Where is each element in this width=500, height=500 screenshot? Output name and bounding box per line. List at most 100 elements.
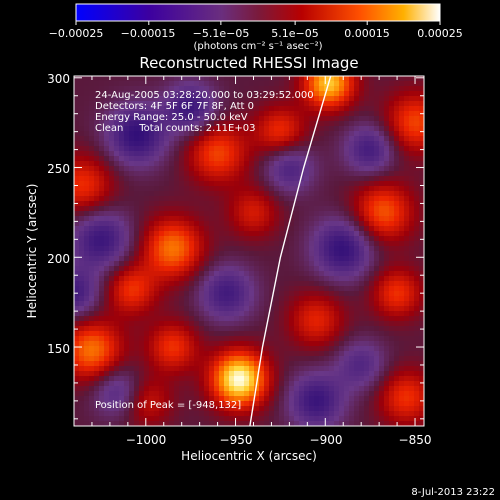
heatmap-cell [224,286,230,292]
heatmap-cell [199,146,205,152]
heatmap-cell [244,86,250,92]
heatmap-cell [364,391,370,397]
heatmap-cell [379,141,385,147]
heatmap-cell [389,296,395,302]
colorbar-tick-label-1: −0.00015 [121,27,176,40]
heatmap-cell [74,116,80,122]
heatmap-cell [359,236,365,242]
heatmap-cell [389,281,395,287]
heatmap-cell [369,221,375,227]
colorbar-tick-label-4: 0.00015 [344,27,390,40]
heatmap-cell [324,286,330,292]
heatmap-cell [154,401,160,407]
heatmap-cell [99,306,105,312]
heatmap-cell [119,361,125,367]
heatmap-cell [314,171,320,177]
heatmap-cell [409,191,415,197]
heatmap-cell [364,301,370,307]
heatmap-cell [214,286,220,292]
heatmap-cell [309,361,315,367]
heatmap-cell [249,376,255,382]
heatmap-cell [249,211,255,217]
heatmap-cell [74,396,80,402]
heatmap-cell [294,131,300,137]
heatmap-cell [164,221,170,227]
heatmap-cell [419,391,424,397]
heatmap-cell [139,106,145,112]
heatmap-cell [389,311,395,317]
heatmap-cell [124,171,130,177]
heatmap-cell [304,381,310,387]
heatmap-cell [149,126,155,132]
heatmap-cell [239,86,245,92]
heatmap-cell [104,371,110,377]
heatmap-cell [84,246,90,252]
heatmap-cell [269,361,275,367]
heatmap-cell [114,106,120,112]
heatmap-cell [109,96,115,102]
heatmap-cell [134,201,140,207]
heatmap-cell [279,226,285,232]
heatmap-cell [244,166,250,172]
heatmap-cell [264,101,270,107]
heatmap-cell [369,391,375,397]
heatmap-cell [129,196,135,202]
heatmap-cell [344,206,350,212]
heatmap-cell [409,421,415,426]
heatmap-cell [419,281,424,287]
heatmap-cell [354,176,360,182]
heatmap-cell [394,366,400,372]
heatmap-cell [404,306,410,312]
heatmap-cell [334,356,340,362]
heatmap-cell [164,401,170,407]
heatmap-cell [154,81,160,87]
heatmap-cell [224,331,230,337]
heatmap-cell [314,416,320,422]
heatmap-cell [89,201,95,207]
heatmap-cell [79,231,85,237]
heatmap-cell [174,191,180,197]
heatmap-cell [299,146,305,152]
heatmap-cell [149,171,155,177]
heatmap-cell [389,366,395,372]
heatmap-cell [399,201,405,207]
heatmap-cell [149,301,155,307]
heatmap-cell [364,396,370,402]
heatmap-cell [254,301,260,307]
heatmap-cell [144,276,150,282]
heatmap-cell [279,291,285,297]
heatmap-cell [119,191,125,197]
heatmap-cell [354,406,360,412]
heatmap-cell [239,366,245,372]
heatmap-cell [324,171,330,177]
heatmap-cell [384,376,390,382]
heatmap-cell [154,86,160,92]
heatmap-cell [79,391,85,397]
heatmap-cell [204,416,210,422]
heatmap-cell [189,366,195,372]
heatmap-cell [304,176,310,182]
heatmap-cell [349,136,355,142]
heatmap-cell [219,76,225,82]
heatmap-cell [274,341,280,347]
heatmap-cell [259,366,265,372]
heatmap-cell [119,346,125,352]
heatmap-cell [254,291,260,297]
heatmap-cell [294,391,300,397]
heatmap-cell [264,306,270,312]
heatmap-cell [234,201,240,207]
heatmap-cell [174,221,180,227]
heatmap-cell [159,316,165,322]
heatmap-cell [404,196,410,202]
heatmap-cell [294,151,300,157]
heatmap-cell [284,211,290,217]
heatmap-cell [339,261,345,267]
heatmap-cell [229,251,235,257]
heatmap-cell [204,106,210,112]
heatmap-cell [384,296,390,302]
heatmap-cell [414,91,420,97]
heatmap-cell [109,306,115,312]
heatmap-cell [279,141,285,147]
heatmap-cell [169,166,175,172]
heatmap-cell [89,416,95,422]
